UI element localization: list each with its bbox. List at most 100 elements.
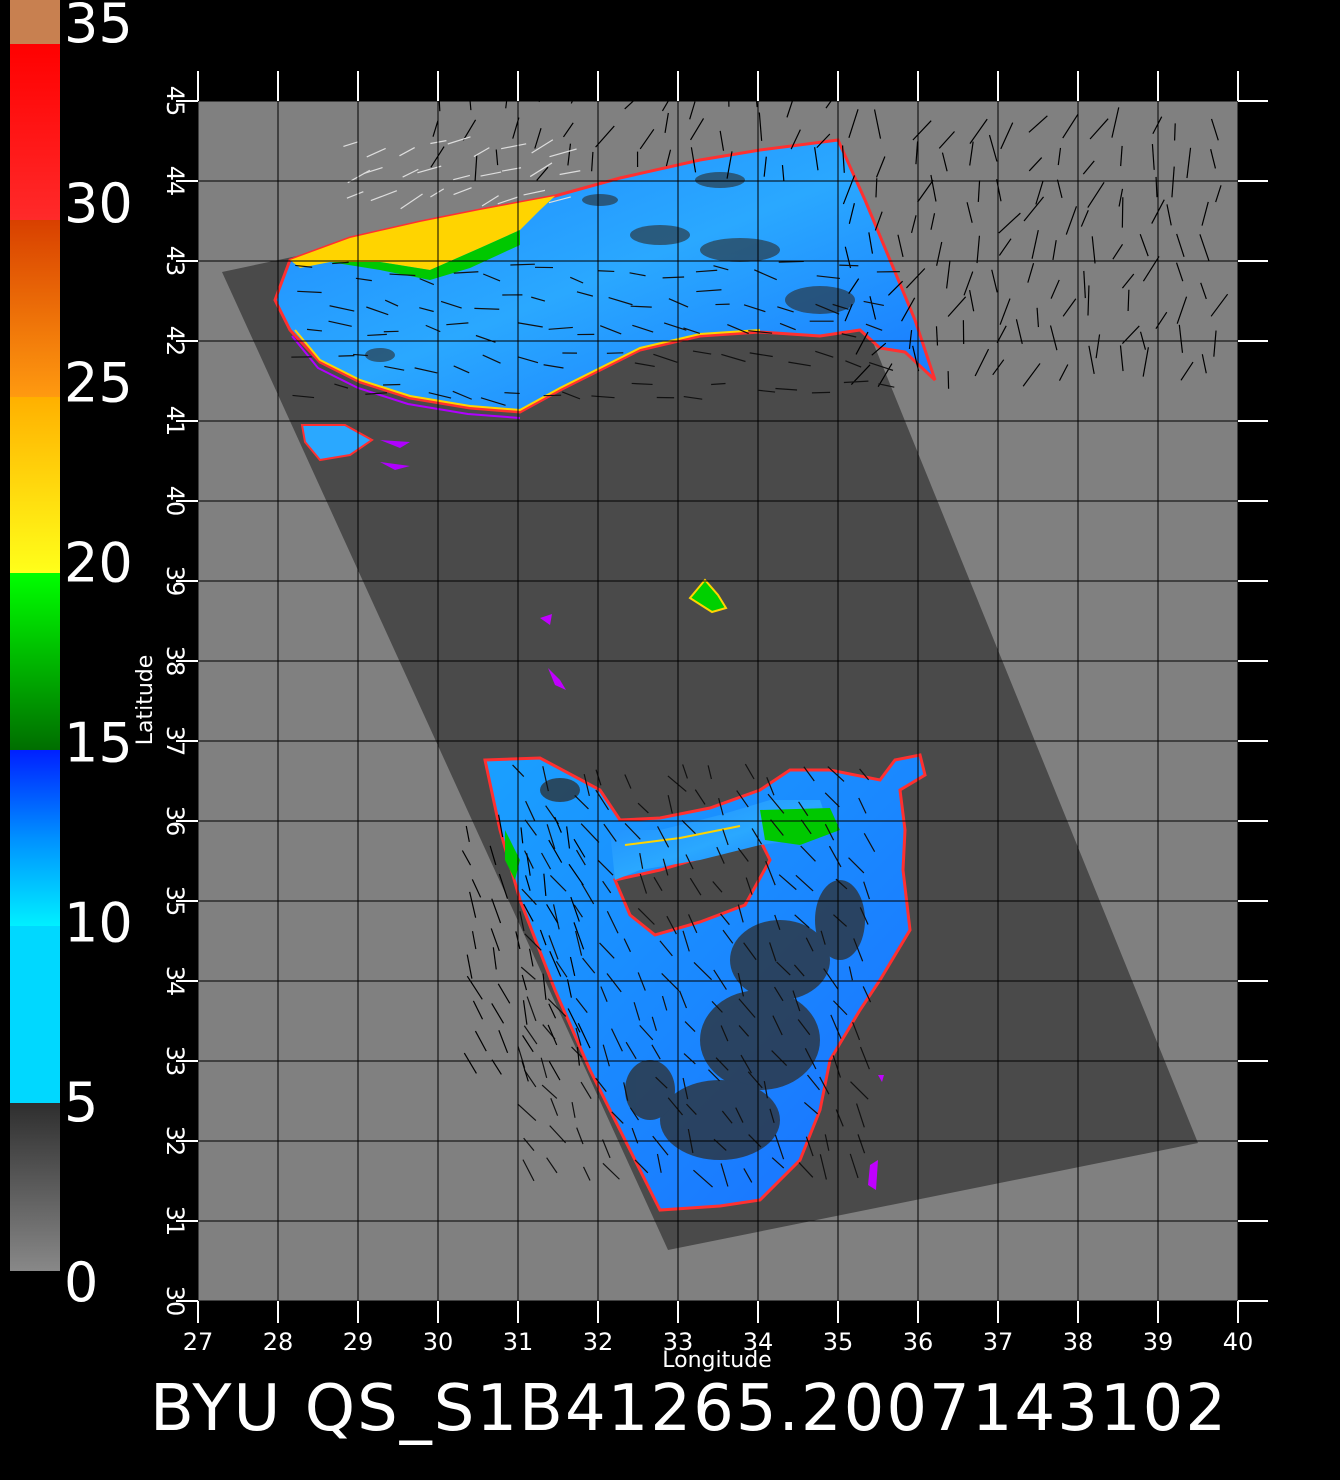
wind-vector bbox=[625, 1041, 637, 1060]
wind-vector bbox=[550, 1098, 559, 1116]
lat-tick-label: 37 bbox=[161, 726, 189, 757]
wind-vector bbox=[567, 143, 572, 166]
wind-vector bbox=[693, 962, 713, 981]
wind-vector bbox=[873, 109, 882, 139]
wind-vector bbox=[547, 998, 567, 1017]
wind-vector bbox=[417, 165, 442, 174]
wind-vector bbox=[774, 914, 781, 931]
wind-vector bbox=[763, 1080, 768, 1099]
lon-tick-label: 28 bbox=[263, 1328, 294, 1356]
wind-vector bbox=[798, 801, 809, 817]
wind-vector bbox=[562, 122, 574, 138]
wind-vector bbox=[548, 196, 571, 204]
wind-vector bbox=[492, 947, 497, 970]
lat-tick-label: 40 bbox=[161, 486, 189, 517]
wind-vector bbox=[489, 845, 497, 866]
wind-vector bbox=[501, 143, 527, 150]
wind-vector bbox=[667, 795, 673, 814]
wind-vector bbox=[661, 972, 680, 992]
wind-vector bbox=[1091, 236, 1096, 264]
wind-vector bbox=[634, 1159, 649, 1174]
wind-vector bbox=[595, 125, 615, 148]
wind-vector bbox=[1031, 230, 1039, 259]
wind-vector bbox=[525, 800, 536, 822]
wind-vector bbox=[827, 766, 845, 782]
wind-vector bbox=[793, 964, 805, 977]
wind-vector bbox=[452, 390, 472, 400]
wind-vector bbox=[539, 929, 547, 946]
wind-vector bbox=[1028, 115, 1048, 133]
wind-vector bbox=[720, 1025, 729, 1042]
wind-vector bbox=[632, 324, 654, 333]
wind-vector bbox=[832, 1000, 848, 1016]
wind-vector bbox=[682, 930, 690, 952]
wind-vector bbox=[295, 264, 313, 268]
wind-vector bbox=[848, 278, 860, 294]
wind-vector bbox=[366, 306, 389, 316]
wind-vector bbox=[869, 296, 877, 320]
wind-vector bbox=[600, 986, 608, 1002]
wind-vector bbox=[571, 1102, 576, 1118]
wind-vector bbox=[1082, 160, 1095, 175]
wind-vector bbox=[292, 394, 315, 399]
lon-tick-label: 32 bbox=[583, 1328, 614, 1356]
wind-vector bbox=[639, 853, 644, 869]
wind-vector bbox=[599, 942, 615, 959]
wind-vector bbox=[548, 935, 559, 960]
wind-vector bbox=[505, 101, 508, 109]
wind-vector bbox=[875, 156, 886, 178]
colorbar-label: 20 bbox=[64, 532, 133, 595]
lat-tick-label: 36 bbox=[161, 806, 189, 837]
wind-vector bbox=[523, 903, 534, 922]
wind-vector bbox=[355, 277, 372, 282]
wind-vector bbox=[389, 273, 416, 277]
wind-vector bbox=[1176, 296, 1188, 324]
colorbar-label: 5 bbox=[64, 1071, 98, 1134]
wind-vector bbox=[1199, 234, 1210, 262]
wind-vector bbox=[686, 1103, 697, 1115]
wind-vector bbox=[1174, 123, 1176, 141]
wind-vector bbox=[871, 342, 887, 356]
wind-vector bbox=[758, 112, 763, 141]
wind-vector bbox=[524, 850, 534, 869]
wind-vector bbox=[719, 130, 725, 151]
wind-vector bbox=[936, 241, 943, 266]
wind-vector bbox=[469, 891, 477, 918]
wind-vector bbox=[538, 101, 540, 103]
wind-vector bbox=[823, 968, 839, 990]
wind-vector bbox=[498, 1030, 509, 1054]
wind-vector bbox=[661, 101, 669, 112]
wind-vector bbox=[552, 904, 560, 930]
wind-vector bbox=[495, 149, 499, 166]
wind-vector bbox=[665, 149, 672, 167]
wind-vector bbox=[652, 1135, 669, 1156]
wind-vector bbox=[930, 174, 937, 202]
wind-vector bbox=[548, 839, 563, 863]
wind-vector bbox=[770, 819, 784, 836]
wind-vector bbox=[683, 1053, 696, 1065]
wind-vector bbox=[472, 1000, 484, 1020]
wind-vector bbox=[593, 101, 596, 102]
wind-vector bbox=[591, 395, 615, 399]
wind-vector bbox=[598, 270, 615, 273]
wind-vector bbox=[1166, 204, 1172, 226]
wind-vector bbox=[1095, 334, 1101, 359]
wind-vector bbox=[491, 1003, 505, 1024]
wind-vector bbox=[561, 391, 581, 400]
wind-vector bbox=[850, 1081, 869, 1100]
wind-vector bbox=[568, 863, 584, 886]
wind-vector bbox=[743, 1168, 753, 1183]
lon-tick-label: 39 bbox=[1143, 1328, 1174, 1356]
wind-vector bbox=[1049, 325, 1058, 351]
wind-vector bbox=[748, 330, 773, 334]
wind-vector bbox=[863, 833, 876, 852]
lon-tick-label: 29 bbox=[343, 1328, 374, 1356]
wind-vector bbox=[1022, 363, 1041, 387]
wind-vector bbox=[763, 156, 767, 177]
wind-vector bbox=[1176, 233, 1185, 257]
colorbar: 0 5 10 15 20 25 30 35 bbox=[10, 0, 133, 1314]
wind-vector bbox=[946, 260, 951, 289]
wind-vector bbox=[637, 802, 649, 814]
wind-vector bbox=[684, 1021, 696, 1032]
